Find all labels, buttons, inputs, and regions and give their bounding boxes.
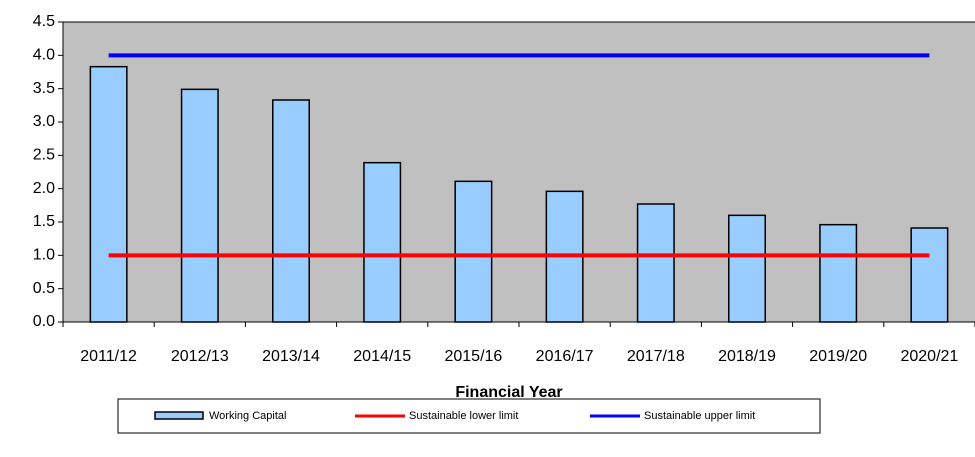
x-tick-label: 2020/21	[900, 348, 958, 365]
x-tick-label: 2018/19	[718, 348, 776, 365]
y-tick-label: 2.0	[33, 180, 55, 197]
y-tick-label: 0.0	[33, 313, 55, 330]
y-tick-label: 1.5	[33, 213, 55, 230]
legend-label: Working Capital	[209, 410, 286, 422]
bar	[910, 227, 949, 323]
legend-label: Sustainable upper limit	[644, 410, 755, 422]
y-tick-label: 0.5	[33, 280, 55, 297]
x-tick-label: 2011/12	[80, 348, 137, 365]
legend	[117, 398, 821, 434]
bar	[272, 99, 310, 323]
x-tick-label: 2012/13	[171, 348, 229, 365]
legend-label: Sustainable lower limit	[409, 410, 518, 422]
legend-swatch	[154, 411, 204, 420]
bar	[180, 88, 219, 323]
y-tick-label: 2.5	[33, 147, 55, 164]
bar	[728, 214, 766, 323]
x-tick-label: 2013/14	[262, 348, 320, 365]
bar	[363, 161, 402, 323]
bar	[819, 223, 858, 323]
bar	[454, 180, 493, 323]
x-tick-label: 2014/15	[353, 348, 411, 365]
y-tick-label: 3.5	[33, 80, 55, 97]
bar	[89, 65, 128, 323]
x-tick-label: 2019/20	[809, 348, 867, 365]
x-tick-label: 2015/16	[444, 348, 502, 365]
y-tick-label: 4.5	[33, 13, 55, 30]
y-tick-label: 4.0	[33, 47, 55, 64]
x-tick-label: 2016/17	[536, 348, 594, 365]
bar	[636, 203, 675, 323]
y-tick-label: 1.0	[33, 247, 55, 264]
y-tick-label: 3.0	[33, 113, 55, 130]
x-tick-label: 2017/18	[627, 348, 685, 365]
x-axis-title: Financial Year	[455, 384, 562, 401]
